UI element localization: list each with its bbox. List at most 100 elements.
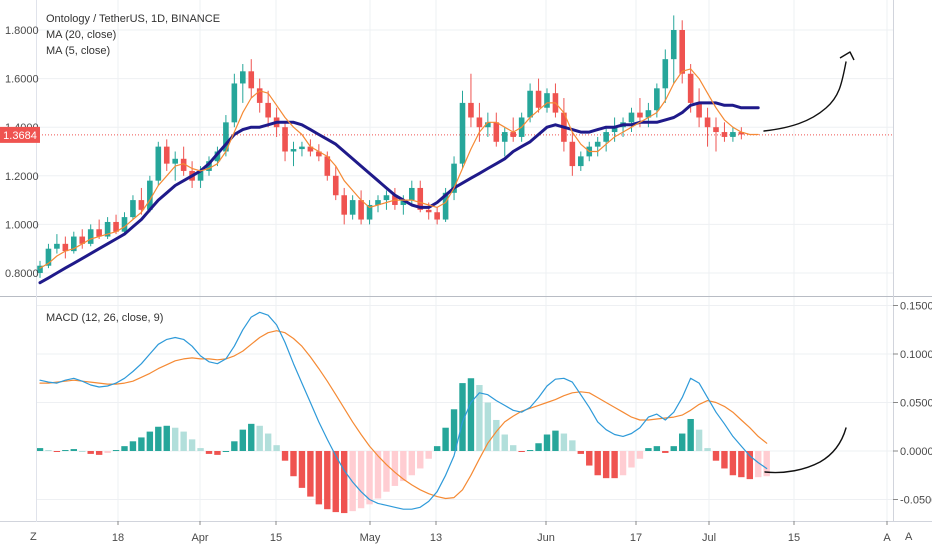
- candle[interactable]: [349, 195, 356, 220]
- macd-histogram-bar: [526, 450, 534, 452]
- candle[interactable]: [628, 107, 635, 133]
- candle[interactable]: [510, 117, 516, 142]
- candle[interactable]: [113, 214, 119, 235]
- candle-body: [172, 158, 178, 164]
- candle[interactable]: [535, 78, 542, 113]
- macd-histogram-bar: [442, 427, 449, 451]
- candle[interactable]: [104, 217, 111, 239]
- candle[interactable]: [578, 151, 584, 171]
- candle[interactable]: [375, 195, 381, 213]
- macd-histogram-bar: [163, 425, 170, 451]
- macd-histogram-bar: [138, 437, 145, 451]
- macd-histogram-bar: [569, 440, 576, 451]
- candle-body: [231, 83, 238, 123]
- candle[interactable]: [231, 73, 238, 128]
- candle[interactable]: [459, 90, 466, 169]
- macd-histogram-bar: [188, 439, 196, 451]
- candle[interactable]: [147, 175, 153, 213]
- candle[interactable]: [62, 236, 69, 259]
- candle[interactable]: [451, 156, 457, 201]
- candle[interactable]: [256, 78, 263, 113]
- candle[interactable]: [180, 146, 187, 176]
- candle[interactable]: [434, 207, 440, 225]
- candle[interactable]: [223, 115, 229, 157]
- candle[interactable]: [163, 139, 170, 171]
- auto-scale-icon[interactable]: A: [905, 531, 913, 543]
- candle[interactable]: [96, 219, 102, 239]
- candle[interactable]: [527, 83, 533, 123]
- candle[interactable]: [358, 190, 364, 225]
- candle[interactable]: [493, 112, 500, 147]
- macd-histogram-bar: [374, 451, 382, 499]
- candle[interactable]: [248, 59, 255, 99]
- macd-legend[interactable]: MACD (12, 26, close, 9): [46, 312, 163, 324]
- candle[interactable]: [87, 224, 94, 247]
- candle[interactable]: [611, 117, 618, 142]
- candle[interactable]: [130, 195, 136, 220]
- candle[interactable]: [696, 88, 702, 128]
- ma20-legend[interactable]: MA (20, close): [46, 29, 116, 41]
- candle[interactable]: [138, 187, 145, 215]
- candle[interactable]: [290, 141, 297, 167]
- candle[interactable]: [37, 260, 43, 278]
- user-drawings[interactable]: [763, 51, 855, 474]
- candle[interactable]: [679, 20, 685, 84]
- price-pane[interactable]: [36, 15, 893, 285]
- ma5-legend[interactable]: MA (5, close): [46, 45, 110, 57]
- candle[interactable]: [54, 234, 60, 254]
- symbol-legend[interactable]: Ontology / TetherUS, 1D, BINANCE: [46, 13, 220, 25]
- candle[interactable]: [662, 49, 669, 103]
- candle[interactable]: [704, 107, 711, 147]
- candle[interactable]: [366, 200, 373, 225]
- candle[interactable]: [265, 90, 271, 128]
- candle[interactable]: [71, 231, 77, 254]
- candle[interactable]: [316, 144, 322, 162]
- macd-histogram-bar: [653, 446, 661, 451]
- candle[interactable]: [206, 156, 212, 176]
- candle[interactable]: [79, 229, 86, 249]
- candle[interactable]: [569, 132, 576, 176]
- candle[interactable]: [307, 139, 314, 157]
- candle[interactable]: [341, 187, 347, 225]
- candle[interactable]: [603, 127, 609, 152]
- candle-body: [62, 243, 69, 252]
- candle[interactable]: [476, 102, 483, 142]
- candle[interactable]: [282, 122, 288, 162]
- candle-body: [290, 149, 297, 152]
- candle[interactable]: [501, 127, 508, 157]
- candle[interactable]: [713, 117, 719, 152]
- timezone-icon[interactable]: Z: [30, 531, 37, 543]
- candle-body: [679, 30, 685, 74]
- forecast-arrow-price[interactable]: [763, 61, 847, 132]
- candle[interactable]: [409, 180, 415, 205]
- candle-body: [501, 132, 508, 142]
- forecast-curve-macd[interactable]: [764, 427, 847, 474]
- macd-line[interactable]: [39, 311, 768, 510]
- candle[interactable]: [721, 122, 728, 142]
- ma5-line[interactable]: [39, 68, 759, 269]
- macd-histogram-bar: [62, 450, 69, 452]
- candle[interactable]: [594, 136, 601, 157]
- candle[interactable]: [544, 88, 550, 113]
- candle[interactable]: [240, 64, 246, 103]
- candle[interactable]: [155, 141, 162, 186]
- price-tick-label: 1.2000: [5, 171, 39, 183]
- candle[interactable]: [730, 127, 736, 142]
- macd-histogram-bar: [493, 419, 500, 451]
- candle[interactable]: [299, 141, 305, 157]
- candle-body: [569, 141, 576, 167]
- macd-histogram-bar: [53, 451, 61, 452]
- candle[interactable]: [485, 112, 491, 137]
- candle[interactable]: [332, 166, 339, 201]
- candle[interactable]: [121, 212, 128, 235]
- candle-body: [704, 117, 711, 128]
- candle[interactable]: [383, 190, 390, 210]
- candle[interactable]: [738, 127, 745, 140]
- candle[interactable]: [670, 15, 677, 84]
- candle[interactable]: [45, 243, 52, 269]
- macd-histogram-bar: [281, 451, 289, 461]
- candle[interactable]: [468, 73, 474, 128]
- macd-pane[interactable]: [36, 311, 770, 514]
